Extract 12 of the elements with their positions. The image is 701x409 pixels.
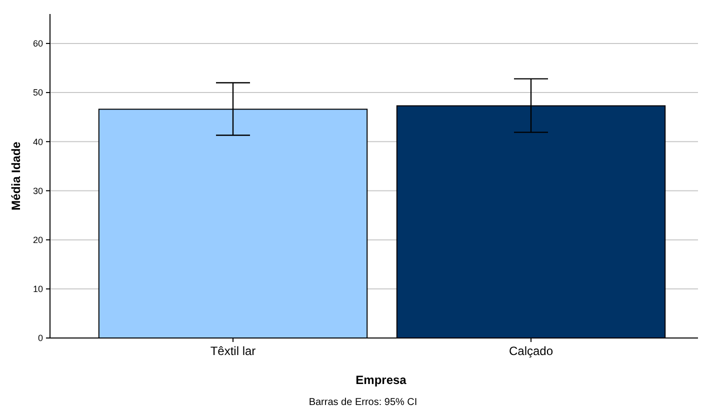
y-tick-label: 0 (38, 333, 43, 344)
y-tick-label: 30 (32, 186, 43, 196)
y-tick-label: 60 (32, 38, 43, 49)
y-tick-label: 10 (32, 284, 43, 294)
y-tick-label: 40 (32, 136, 43, 147)
y-tick-label: 20 (32, 234, 43, 245)
text: Barras de Erros: 95% CI (308, 397, 418, 408)
x-axis-title: Empresa (356, 373, 407, 387)
x-tick-label: Calçado (508, 344, 554, 358)
y-axis-title: Média Idade (9, 141, 23, 210)
x-tick-label: Têxtil lar (210, 344, 256, 358)
y-tick-label: 50 (32, 88, 43, 98)
